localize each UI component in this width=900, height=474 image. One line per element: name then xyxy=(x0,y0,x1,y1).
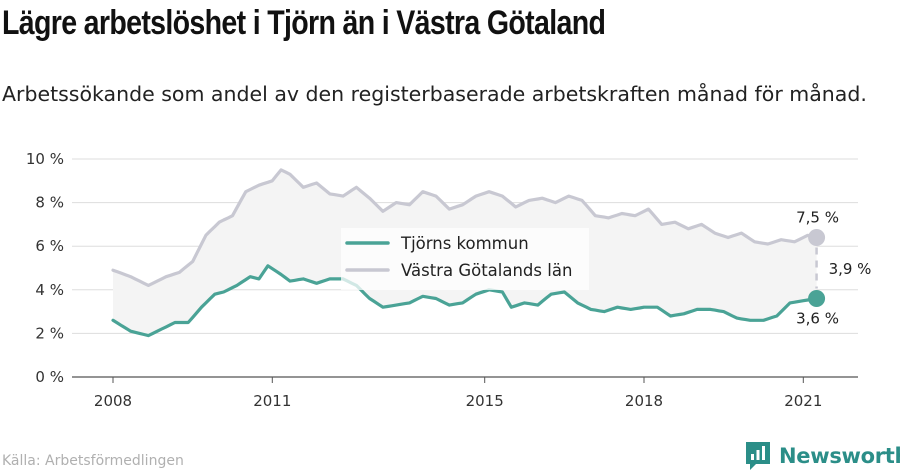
legend-label: Tjörns kommun xyxy=(400,234,529,253)
legend-label: Västra Götalands län xyxy=(401,261,572,280)
x-tick-label: 2018 xyxy=(625,392,663,410)
legend-background xyxy=(341,228,589,290)
x-axis-ticks: 2008 2011 2015 2018 2021 xyxy=(94,377,822,410)
chart-subtitle: Arbetssökande som andel av den registerb… xyxy=(2,82,867,106)
x-tick-label: 2011 xyxy=(253,392,291,410)
y-tick-label: 0 % xyxy=(35,368,64,386)
chart-legend: Tjörns kommun Västra Götalands län xyxy=(341,228,589,290)
y-axis-ticks: 0 % 2 % 4 % 6 % 8 % 10 % xyxy=(26,150,64,386)
chart-title: Lägre arbetslöshet i Tjörn än i Västra G… xyxy=(2,4,606,42)
end-label-tjorn: 3,6 % xyxy=(796,310,839,328)
end-marker-tjorn xyxy=(808,290,826,308)
y-tick-label: 2 % xyxy=(35,324,64,342)
series-end-markers: 7,5 % 3,6 % 3,9 % xyxy=(796,208,871,327)
brand-name: Newsworthy xyxy=(779,444,900,468)
gap-label: 3,9 % xyxy=(829,260,872,278)
y-tick-label: 10 % xyxy=(26,150,64,168)
x-tick-label: 2008 xyxy=(94,392,132,410)
end-marker-vastra-gotaland xyxy=(808,228,826,246)
x-tick-label: 2021 xyxy=(784,392,822,410)
newsworthy-logo-icon xyxy=(746,442,770,470)
series-lines xyxy=(111,168,819,338)
brand-logo-group: Newsworthy xyxy=(744,440,900,472)
source-note: Källa: Arbetsförmedlingen xyxy=(2,453,184,469)
y-tick-label: 4 % xyxy=(35,281,64,299)
x-tick-label: 2015 xyxy=(466,392,504,410)
end-label-vastra-gotaland: 7,5 % xyxy=(796,208,839,226)
y-tick-label: 8 % xyxy=(35,194,64,212)
line-chart: 0 % 2 % 4 % 6 % 8 % 10 % 2008 2011 2015 2018 2021… xyxy=(26,150,872,410)
y-tick-label: 6 % xyxy=(35,237,64,255)
series-line-tjorn xyxy=(111,264,819,338)
series-line-vastra-gotaland xyxy=(111,168,819,287)
